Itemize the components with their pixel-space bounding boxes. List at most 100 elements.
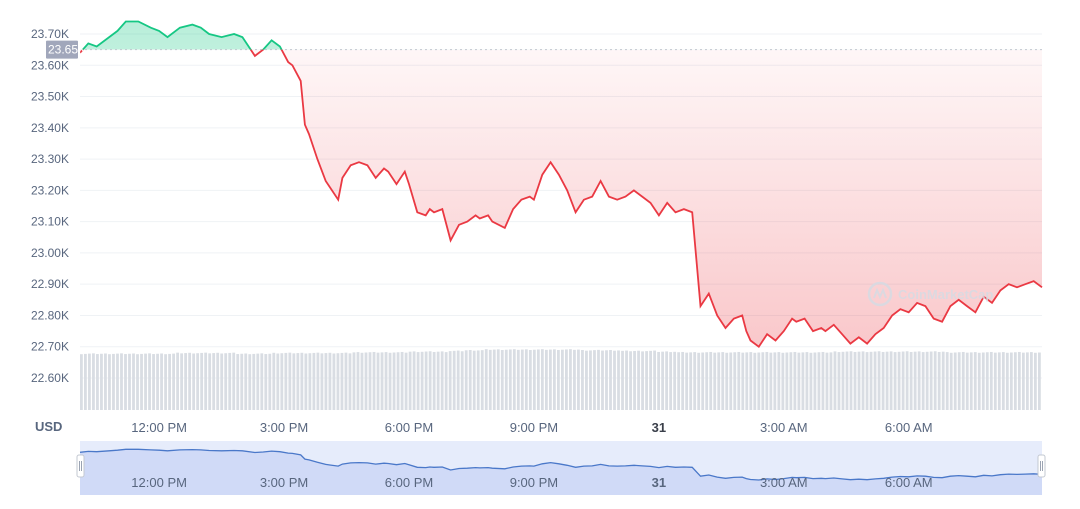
volume-bar	[889, 351, 893, 410]
volume-bar	[252, 353, 256, 410]
volume-bar	[1013, 352, 1017, 410]
volume-bar	[244, 353, 248, 410]
volume-bar	[108, 354, 111, 410]
volume-bar	[312, 352, 316, 410]
navigator-right-handle[interactable]	[1037, 454, 1046, 478]
volume-bar	[336, 353, 340, 410]
volume-bar	[757, 352, 761, 410]
navigator-axis: 12:00 PM 3:00 PM 6:00 PM 9:00 PM 31 3:00 AM 6:…	[131, 475, 932, 490]
volume-bar	[424, 351, 428, 410]
volume-bar	[400, 351, 404, 410]
volume-bar	[1033, 352, 1037, 410]
volume-bar	[781, 352, 785, 410]
range-navigator[interactable]: 12:00 PM 3:00 PM 6:00 PM 9:00 PM 31 3:00 AM 6:…	[76, 441, 1046, 495]
volume-bar	[192, 353, 196, 410]
volume-bar	[328, 352, 332, 410]
volume-bar	[669, 352, 673, 410]
volume-bar	[260, 353, 264, 410]
volume-bar	[508, 349, 512, 410]
coinmarketcap-logo-icon	[867, 281, 893, 307]
volume-bar	[404, 352, 408, 410]
volume-bar	[881, 351, 885, 410]
watermark: CoinMarketCap	[867, 281, 993, 307]
price-lines	[79, 20, 1043, 348]
x-axis: 12:00 PM 3:00 PM 6:00 PM 9:00 PM 31 3:00 AM 6:…	[131, 420, 932, 435]
volume-bar	[789, 352, 793, 410]
volume-bar	[1025, 352, 1029, 410]
navigator-left-handle[interactable]	[76, 454, 85, 478]
navigator-tick-label: 6:00 PM	[385, 475, 433, 490]
volume-bar	[929, 351, 933, 410]
volume-bar	[204, 352, 208, 410]
volume-bar	[997, 352, 1001, 410]
volume-bar	[272, 352, 276, 410]
volume-bar	[380, 352, 384, 410]
y-tick-label: 23.60K	[31, 58, 69, 72]
volume-bar	[332, 353, 336, 410]
volume-bar	[152, 354, 155, 410]
volume-bar	[556, 350, 560, 410]
volume-bar	[705, 352, 709, 410]
volume-bar	[689, 352, 693, 410]
volume-bar	[428, 351, 432, 410]
volume-bar	[861, 351, 865, 410]
volume-bar	[540, 349, 544, 410]
navigator-tick-label: 12:00 PM	[131, 475, 187, 490]
volume-bar	[160, 353, 163, 410]
y-tick-label: 22.70K	[31, 340, 69, 354]
volume-bar	[693, 352, 697, 410]
volume-bar	[180, 353, 184, 410]
volume-bar	[444, 352, 448, 410]
volume-bar	[296, 353, 300, 410]
y-tick-label: 23.30K	[31, 152, 69, 166]
volume-bar	[601, 350, 604, 410]
volume-bar	[709, 351, 713, 410]
area-below-baseline	[80, 49, 1042, 347]
y-axis: 23.70K 23.60K 23.50K 23.40K 23.30K 23.20K 23.1…	[31, 27, 69, 385]
volume-bar	[685, 352, 689, 410]
volume-bar	[913, 351, 917, 410]
volume-bar	[857, 351, 861, 410]
volume-bar	[140, 353, 143, 410]
navigator-tick-label: 3:00 AM	[760, 475, 808, 490]
volume-bar	[809, 352, 813, 410]
navigator-tick-label: 31	[652, 475, 666, 490]
navigator-tick-label: 6:00 AM	[885, 475, 933, 490]
volume-bar	[801, 352, 805, 410]
volume-bar	[769, 352, 773, 410]
volume-bar	[224, 353, 228, 410]
price-areas	[80, 21, 1042, 347]
volume-bar	[833, 351, 837, 410]
volume-bar	[629, 351, 632, 410]
volume-bar	[128, 353, 131, 410]
volume-bar	[420, 351, 424, 410]
volume-bar	[817, 352, 821, 410]
volume-bar	[116, 353, 119, 410]
volume-bar	[729, 352, 733, 410]
volume-bar	[288, 352, 292, 410]
volume-bar	[581, 350, 584, 410]
volume-bar	[144, 353, 147, 410]
y-tick-label: 22.80K	[31, 308, 69, 322]
area-above-baseline	[82, 21, 282, 50]
volume-bar	[292, 353, 296, 410]
volume-bar	[597, 349, 600, 410]
volume-bar	[196, 353, 200, 410]
volume-bar	[1029, 352, 1033, 410]
volume-bar	[384, 352, 388, 410]
volume-bar	[132, 353, 135, 410]
volume-bar	[905, 351, 909, 410]
volume-bar	[284, 352, 288, 410]
x-tick-label: 3:00 AM	[760, 420, 808, 435]
volume-bar	[432, 351, 436, 410]
volume-bar	[476, 350, 480, 410]
volume-bar	[188, 352, 192, 410]
volume-bars	[80, 349, 1041, 410]
volume-bar	[100, 353, 103, 410]
volume-bar	[933, 351, 937, 410]
volume-bar	[412, 351, 416, 410]
current-price-label: 23.65K	[48, 43, 86, 57]
volume-bar	[681, 351, 685, 410]
volume-bar	[593, 350, 596, 410]
